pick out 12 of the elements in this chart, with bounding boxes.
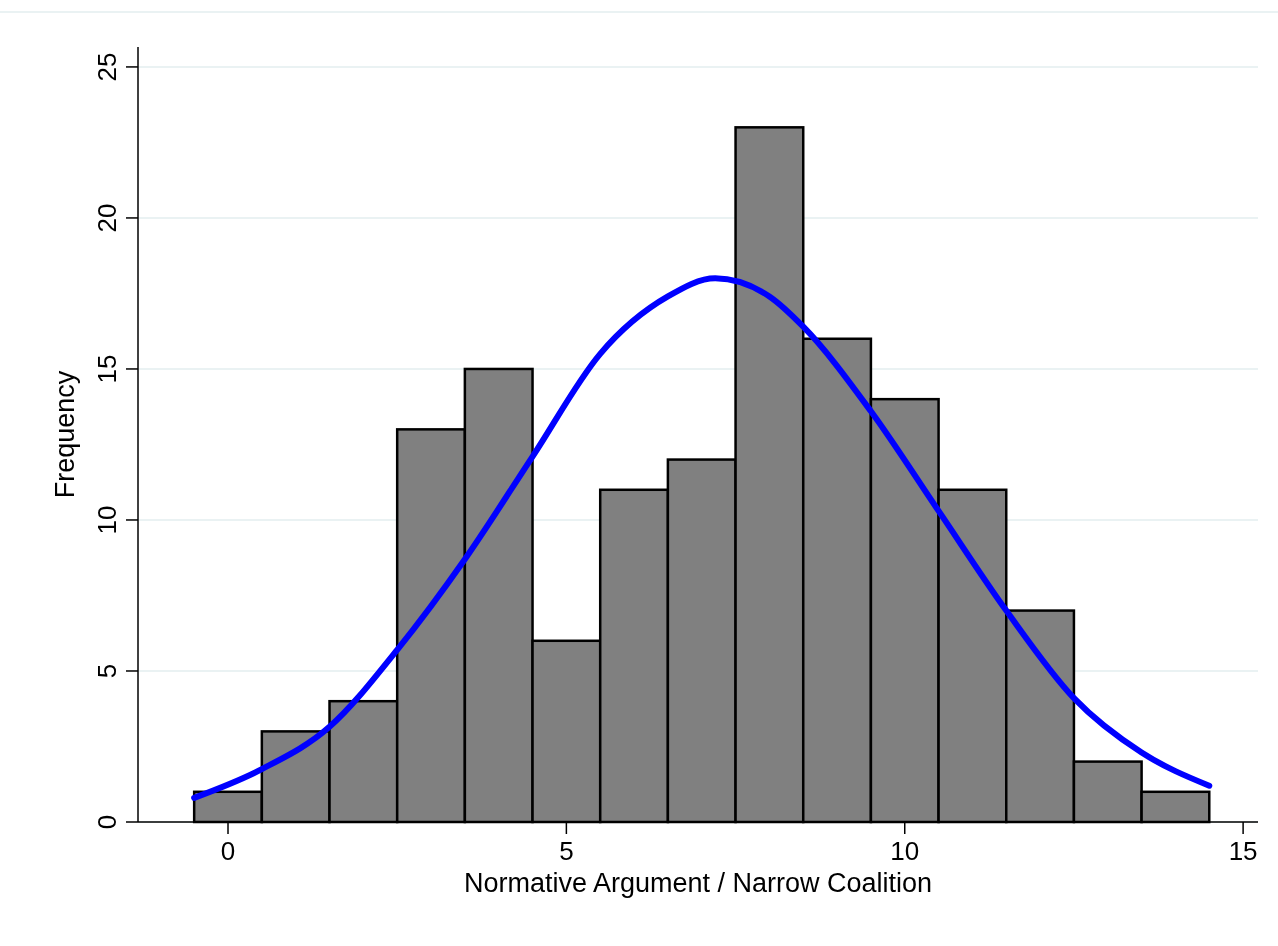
y-axis-title: Frequency bbox=[50, 370, 80, 499]
x-tick-label: 5 bbox=[559, 836, 574, 866]
x-tick-label: 15 bbox=[1228, 836, 1258, 866]
y-tick-label: 10 bbox=[92, 505, 122, 535]
x-tick-label: 0 bbox=[220, 836, 236, 866]
y-tick-label: 15 bbox=[92, 354, 122, 384]
y-tick-label: 20 bbox=[92, 203, 122, 233]
x-tick-label: 10 bbox=[890, 836, 920, 866]
y-tick-label: 25 bbox=[92, 52, 122, 82]
x-axis-title: Normative Argument / Narrow Coalition bbox=[463, 868, 933, 898]
y-tick-label: 0 bbox=[92, 814, 122, 830]
y-tick-label: 5 bbox=[92, 663, 122, 679]
